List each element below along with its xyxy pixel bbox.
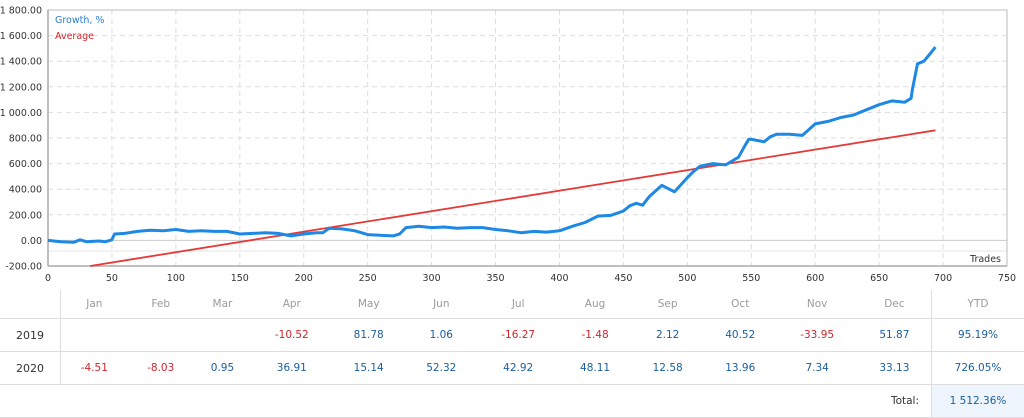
y-tick-label: 800.00 <box>9 134 42 145</box>
month-header-apr: Apr <box>251 290 332 319</box>
month-value-cell: 0.95 <box>194 352 251 385</box>
month-value-cell: 40.52 <box>704 319 777 352</box>
ytd-value-cell: 726.05% <box>932 352 1024 385</box>
year-cell: 2020 <box>0 352 61 385</box>
month-value-cell: -1.48 <box>559 319 632 352</box>
x-tick-label: 350 <box>486 273 504 284</box>
month-value-cell: 52.32 <box>405 352 478 385</box>
y-axis-ticks: -200.00 0.00 200.00 400.00 600.00 800.00 1 000… <box>0 6 42 273</box>
corner-cell <box>0 290 61 319</box>
x-tick-label: 450 <box>614 273 632 284</box>
month-header-aug: Aug <box>559 290 632 319</box>
x-tick-label: 300 <box>423 273 441 284</box>
month-header-mar: Mar <box>194 290 251 319</box>
total-value: 1 512.36% <box>932 385 1024 418</box>
month-value-cell: 1.06 <box>405 319 478 352</box>
month-value-cell: -10.52 <box>251 319 332 352</box>
month-value-cell: 7.34 <box>777 352 858 385</box>
month-value-cell: 81.78 <box>332 319 405 352</box>
y-tick-label: 0.00 <box>21 236 42 247</box>
x-tick-label: 550 <box>742 273 760 284</box>
month-value-cell: 13.96 <box>704 352 777 385</box>
total-row: Total:1 512.36% <box>0 385 1024 418</box>
y-tick-label: -200.00 <box>5 262 42 273</box>
y-tick-label: 1 400.00 <box>0 57 42 68</box>
month-value-cell: 42.92 <box>478 352 559 385</box>
month-value-cell: 48.11 <box>559 352 632 385</box>
legend-growth: Growth, % <box>55 15 104 26</box>
growth-chart: -200.00 0.00 200.00 400.00 600.00 800.00 1 000… <box>0 0 1024 290</box>
month-value-cell: 12.58 <box>631 352 704 385</box>
y-tick-label: 1 800.00 <box>0 6 42 17</box>
x-axis-ticks: 0 50 100 150 200 250 300 350 400 450 500 550 600 650 7… <box>45 273 1016 284</box>
x-tick-label: 250 <box>359 273 377 284</box>
y-tick-label: 200.00 <box>9 210 42 221</box>
y-tick-label: 1 600.00 <box>0 31 42 42</box>
month-value-cell: -16.27 <box>478 319 559 352</box>
x-tick-label: 50 <box>106 273 118 284</box>
month-value-cell <box>128 319 194 352</box>
month-value-cell: -4.51 <box>61 352 128 385</box>
x-tick-label: 100 <box>167 273 185 284</box>
ytd-header: YTD <box>932 290 1024 319</box>
x-tick-label: 750 <box>998 273 1016 284</box>
month-header-may: May <box>332 290 405 319</box>
x-tick-label: 500 <box>678 273 696 284</box>
month-header-jul: Jul <box>478 290 559 319</box>
average-line <box>90 130 935 266</box>
x-tick-label: 0 <box>45 273 51 284</box>
month-header-dec: Dec <box>858 290 932 319</box>
y-tick-label: 1 000.00 <box>0 108 42 119</box>
y-tick-label: 600.00 <box>9 159 42 170</box>
month-value-cell: -8.03 <box>128 352 194 385</box>
x-tick-label: 600 <box>806 273 824 284</box>
month-header-sep: Sep <box>631 290 704 319</box>
chart-grid <box>48 10 1007 266</box>
legend-average: Average <box>55 31 94 42</box>
month-value-cell <box>61 319 128 352</box>
month-header-oct: Oct <box>704 290 777 319</box>
x-tick-label: 200 <box>295 273 313 284</box>
year-cell: 2019 <box>0 319 61 352</box>
month-value-cell: 2.12 <box>631 319 704 352</box>
y-tick-label: 1 200.00 <box>0 82 42 93</box>
month-value-cell: -33.95 <box>777 319 858 352</box>
x-axis-label: Trades <box>969 254 1001 265</box>
y-tick-label: 400.00 <box>9 185 42 196</box>
ytd-value-cell: 95.19% <box>932 319 1024 352</box>
month-value-cell: 51.87 <box>858 319 932 352</box>
month-header-jun: Jun <box>405 290 478 319</box>
month-header-nov: Nov <box>777 290 858 319</box>
total-label: Total: <box>0 385 932 418</box>
x-tick-label: 400 <box>550 273 568 284</box>
month-header-feb: Feb <box>128 290 194 319</box>
month-value-cell <box>194 319 251 352</box>
x-tick-label: 650 <box>870 273 888 284</box>
month-value-cell: 33.13 <box>858 352 932 385</box>
growth-line <box>48 47 935 242</box>
x-tick-label: 700 <box>934 273 952 284</box>
month-value-cell: 36.91 <box>251 352 332 385</box>
x-tick-label: 150 <box>231 273 249 284</box>
month-header-jan: Jan <box>61 290 128 319</box>
month-value-cell: 15.14 <box>332 352 405 385</box>
